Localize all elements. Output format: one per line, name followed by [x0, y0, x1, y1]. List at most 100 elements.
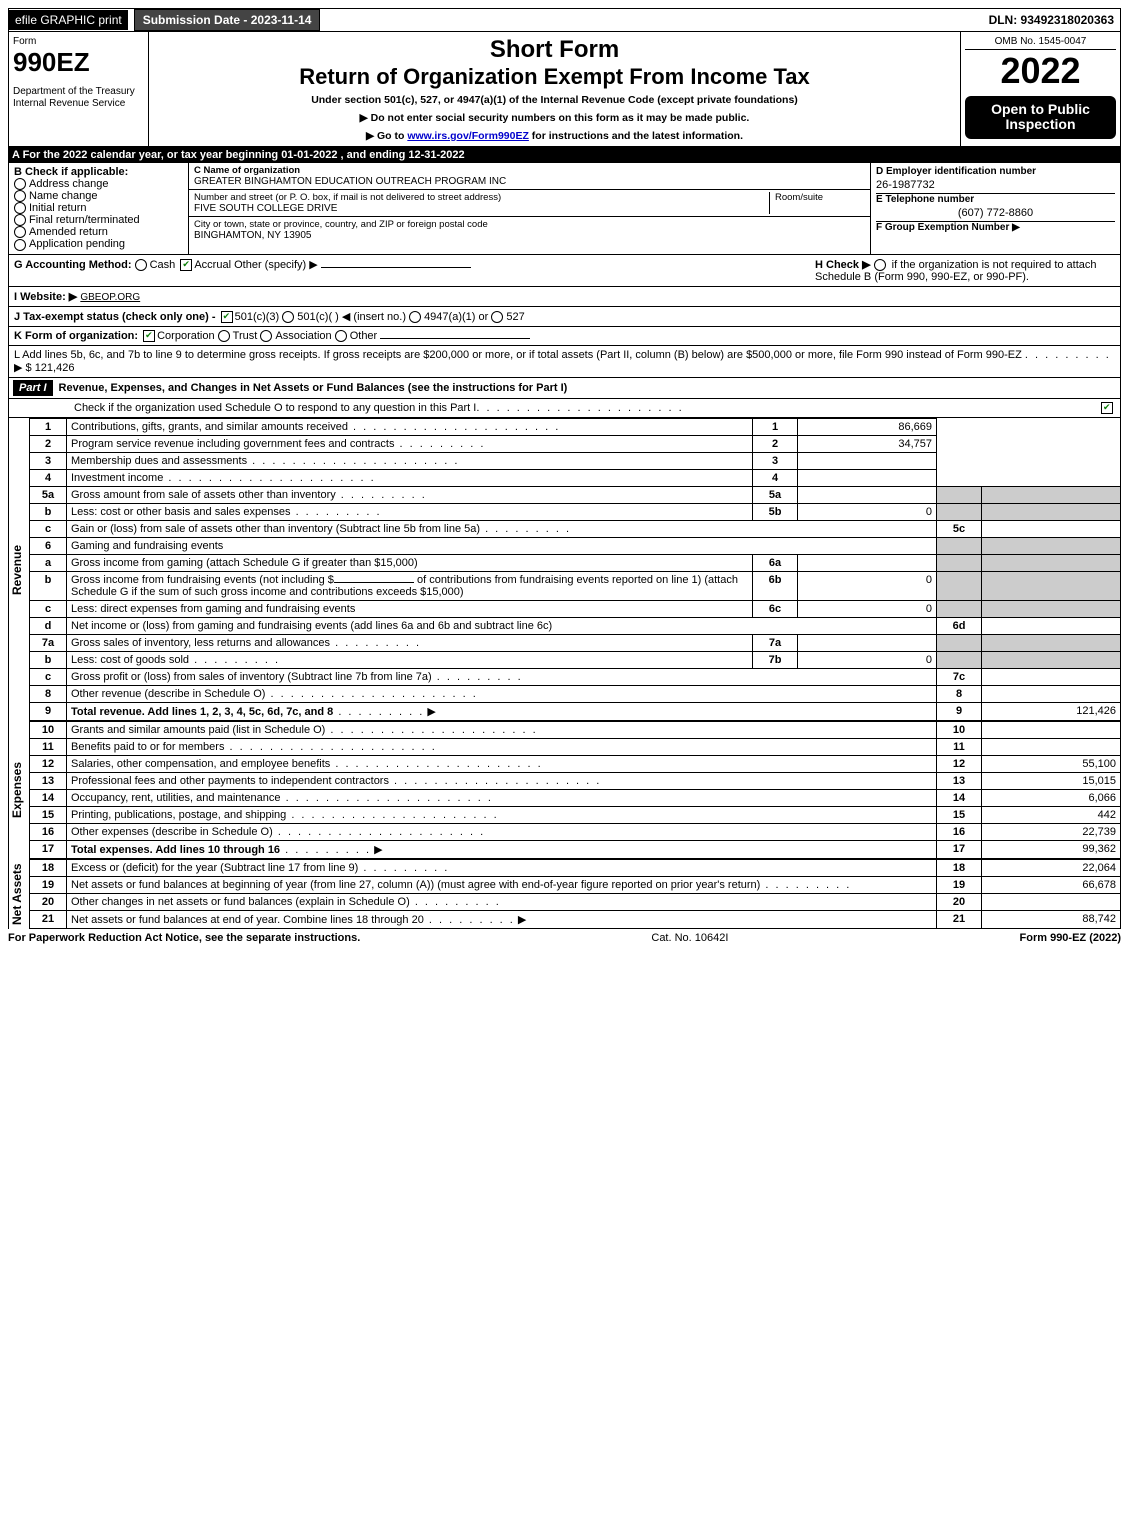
box-f-label: F Group Exemption Number ▶	[876, 222, 1115, 233]
amt-4	[798, 469, 937, 486]
chk-name[interactable]: Name change	[14, 190, 183, 202]
expenses-side-label: Expenses	[9, 721, 29, 859]
box-e-label: E Telephone number	[876, 194, 1115, 205]
chk-initial[interactable]: Initial return	[14, 202, 183, 214]
amt-8	[982, 685, 1121, 702]
chk-pending[interactable]: Application pending	[14, 238, 183, 250]
chk-501c3[interactable]	[221, 311, 233, 323]
street-label: Number and street (or P. O. box, if mail…	[194, 192, 769, 203]
city-value: BINGHAMTON, NY 13905	[194, 230, 865, 241]
tax-year: 2022	[965, 50, 1116, 92]
amt-12: 55,100	[982, 755, 1121, 772]
amt-17: 99,362	[982, 840, 1121, 858]
chk-accrual[interactable]	[180, 259, 192, 271]
under-section-text: Under section 501(c), 527, or 4947(a)(1)…	[153, 94, 956, 106]
form-header: Form 990EZ Department of the Treasury In…	[8, 32, 1121, 147]
chk-corp[interactable]	[143, 330, 155, 342]
amt-10	[982, 721, 1121, 738]
val-7b: 0	[798, 651, 937, 668]
goto-row: ▶ Go to www.irs.gov/Form990EZ for instru…	[153, 130, 956, 142]
amt-13: 15,015	[982, 772, 1121, 789]
chk-cash[interactable]	[135, 259, 147, 271]
line-l-value: $ 121,426	[26, 362, 75, 374]
line-k-label: K Form of organization:	[14, 330, 138, 342]
amt-9: 121,426	[982, 702, 1121, 720]
chk-assoc[interactable]	[260, 330, 272, 342]
row-g-h: G Accounting Method: Cash Accrual Other …	[8, 255, 1121, 287]
line-i-label: I Website: ▶	[14, 291, 77, 303]
return-title: Return of Organization Exempt From Incom…	[153, 64, 956, 90]
part1-title: Revenue, Expenses, and Changes in Net As…	[59, 382, 568, 394]
section-a-bar: A For the 2022 calendar year, or tax yea…	[8, 147, 1121, 163]
chk-trust[interactable]	[218, 330, 230, 342]
amt-16: 22,739	[982, 823, 1121, 840]
city-label: City or town, state or province, country…	[194, 219, 865, 230]
identity-grid: B Check if applicable: Address change Na…	[8, 163, 1121, 255]
amt-18: 22,064	[982, 859, 1121, 876]
footer-left: For Paperwork Reduction Act Notice, see …	[8, 932, 360, 944]
website-value: GBEOP.ORG	[80, 292, 140, 303]
top-bar: efile GRAPHIC print Submission Date - 20…	[8, 8, 1121, 32]
chk-schedule-o[interactable]	[1101, 402, 1113, 414]
revenue-table: 1Contributions, gifts, grants, and simil…	[29, 418, 1121, 721]
amt-1: 86,669	[798, 418, 937, 435]
goto-link[interactable]: www.irs.gov/Form990EZ	[407, 130, 529, 142]
expenses-table: 10Grants and similar amounts paid (list …	[29, 721, 1121, 859]
donot-text: ▶ Do not enter social security numbers o…	[153, 112, 956, 124]
amt-3	[798, 452, 937, 469]
chk-4947[interactable]	[409, 311, 421, 323]
val-5b: 0	[798, 503, 937, 520]
part1-check-text: Check if the organization used Schedule …	[74, 402, 476, 414]
street-value: FIVE SOUTH COLLEGE DRIVE	[194, 203, 769, 214]
row-k: K Form of organization: Corporation Trus…	[8, 327, 1121, 346]
chk-address[interactable]: Address change	[14, 178, 183, 190]
amt-14: 6,066	[982, 789, 1121, 806]
form-word: Form	[13, 36, 144, 47]
footer-right: Form 990-EZ (2022)	[1020, 932, 1121, 944]
part1-tag: Part I	[13, 380, 53, 396]
department-label: Department of the Treasury Internal Reve…	[13, 86, 144, 110]
short-form-title: Short Form	[153, 36, 956, 64]
amt-15: 442	[982, 806, 1121, 823]
goto-pre: ▶ Go to	[366, 130, 407, 142]
row-j: J Tax-exempt status (check only one) - 5…	[8, 307, 1121, 327]
revenue-side-label: Revenue	[9, 418, 29, 721]
val-6c: 0	[798, 600, 937, 617]
open-to-public-badge: Open to Public Inspection	[965, 96, 1116, 139]
org-name: GREATER BINGHAMTON EDUCATION OUTREACH PR…	[194, 176, 865, 187]
chk-other-org[interactable]	[335, 330, 347, 342]
amt-5c	[982, 520, 1121, 537]
revenue-section: Revenue 1Contributions, gifts, grants, a…	[8, 418, 1121, 721]
line-h-label: H Check ▶	[815, 259, 871, 271]
phone-value: (607) 772-8860	[876, 205, 1115, 222]
other-specify: Other (specify) ▶	[234, 259, 318, 271]
line-j-label: J Tax-exempt status (check only one) -	[14, 311, 216, 323]
expenses-section: Expenses 10Grants and similar amounts pa…	[8, 721, 1121, 859]
efile-print-label[interactable]: efile GRAPHIC print	[9, 10, 128, 30]
amt-11	[982, 738, 1121, 755]
form-number: 990EZ	[13, 47, 144, 78]
chk-501c[interactable]	[282, 311, 294, 323]
footer-mid: Cat. No. 10642I	[651, 932, 728, 944]
part1-check-row: Check if the organization used Schedule …	[8, 399, 1121, 418]
netassets-section: Net Assets 18Excess or (deficit) for the…	[8, 859, 1121, 929]
netassets-side-label: Net Assets	[9, 859, 29, 929]
val-6b: 0	[798, 571, 937, 600]
box-c-label: C Name of organization	[194, 165, 865, 176]
submission-date-label: Submission Date - 2023-11-14	[134, 9, 321, 31]
chk-final[interactable]: Final return/terminated	[14, 214, 183, 226]
room-label: Room/suite	[775, 192, 865, 203]
page-footer: For Paperwork Reduction Act Notice, see …	[8, 929, 1121, 944]
chk-h[interactable]	[874, 259, 886, 271]
amt-2: 34,757	[798, 435, 937, 452]
omb-number: OMB No. 1545-0047	[965, 36, 1116, 50]
amt-6d	[982, 617, 1121, 634]
netassets-table: 18Excess or (deficit) for the year (Subt…	[29, 859, 1121, 929]
chk-amended[interactable]: Amended return	[14, 226, 183, 238]
line-l-text: L Add lines 5b, 6c, and 7b to line 9 to …	[14, 349, 1022, 361]
amt-21: 88,742	[982, 910, 1121, 928]
part1-header-row: Part I Revenue, Expenses, and Changes in…	[8, 378, 1121, 399]
chk-527[interactable]	[491, 311, 503, 323]
row-i: I Website: ▶ GBEOP.ORG	[8, 287, 1121, 307]
goto-post: for instructions and the latest informat…	[529, 130, 743, 142]
